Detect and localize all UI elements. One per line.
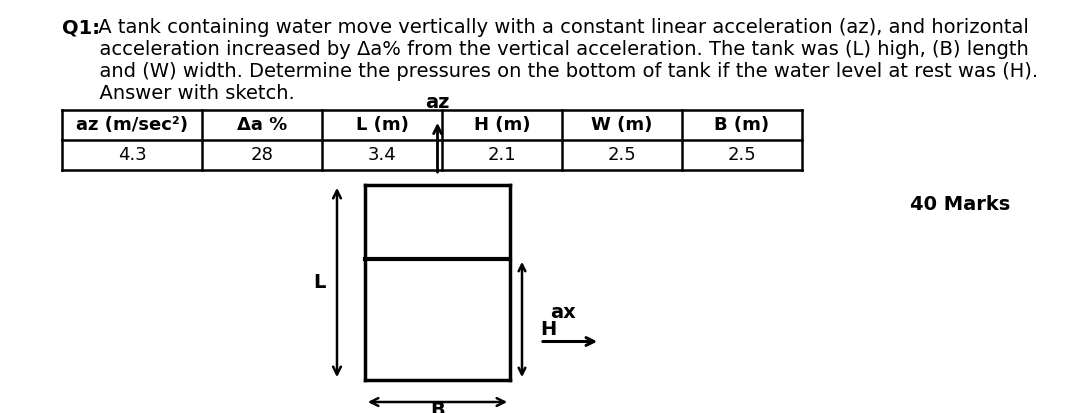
- Text: 4.3: 4.3: [118, 146, 147, 164]
- Text: az (m/sec²): az (m/sec²): [76, 116, 188, 134]
- Text: H (m): H (m): [474, 116, 530, 134]
- Text: ax: ax: [550, 302, 576, 321]
- Text: az: az: [426, 93, 449, 112]
- Text: Answer with sketch.: Answer with sketch.: [62, 84, 295, 103]
- Text: 28: 28: [251, 146, 273, 164]
- Text: 40 Marks: 40 Marks: [909, 195, 1010, 214]
- Text: Q1:: Q1:: [62, 18, 100, 37]
- Text: 3.4: 3.4: [367, 146, 396, 164]
- Text: B: B: [430, 401, 445, 413]
- Text: L: L: [313, 273, 325, 292]
- Text: H: H: [540, 320, 556, 339]
- Text: Δa %: Δa %: [237, 116, 287, 134]
- Text: A tank containing water move vertically with a constant linear acceleration (az): A tank containing water move vertically …: [92, 18, 1029, 37]
- Text: and (W) width. Determine the pressures on the bottom of tank if the water level : and (W) width. Determine the pressures o…: [62, 62, 1038, 81]
- Text: W (m): W (m): [592, 116, 652, 134]
- Text: B (m): B (m): [715, 116, 770, 134]
- Text: 2.1: 2.1: [488, 146, 516, 164]
- Text: 2.5: 2.5: [608, 146, 636, 164]
- Text: acceleration increased by Δa% from the vertical acceleration. The tank was (L) h: acceleration increased by Δa% from the v…: [62, 40, 1029, 59]
- Text: 2.5: 2.5: [728, 146, 756, 164]
- Text: L (m): L (m): [355, 116, 408, 134]
